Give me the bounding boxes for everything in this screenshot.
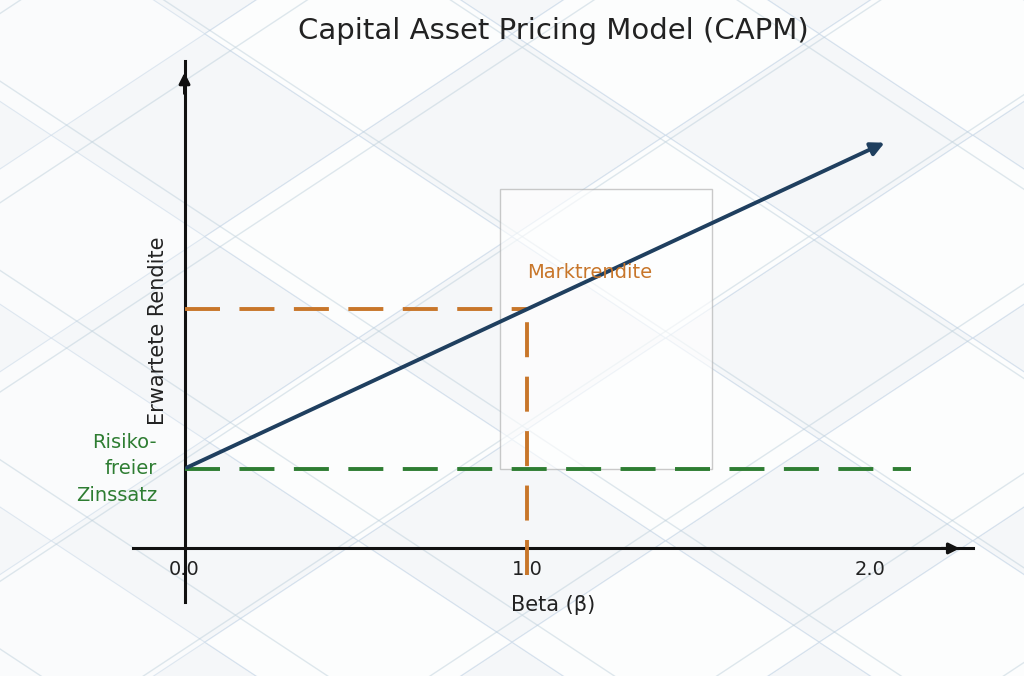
Polygon shape <box>205 541 512 676</box>
Polygon shape <box>512 0 819 135</box>
Polygon shape <box>512 135 819 338</box>
Title: Capital Asset Pricing Model (CAPM): Capital Asset Pricing Model (CAPM) <box>298 17 808 45</box>
Polygon shape <box>205 338 512 541</box>
Polygon shape <box>205 541 512 676</box>
Polygon shape <box>512 338 819 541</box>
Polygon shape <box>819 338 1024 541</box>
Polygon shape <box>512 135 819 338</box>
Bar <box>500 189 713 468</box>
Polygon shape <box>819 135 1024 338</box>
Polygon shape <box>512 541 819 676</box>
Polygon shape <box>512 0 819 135</box>
Text: Marktrendite: Marktrendite <box>527 264 652 283</box>
Polygon shape <box>0 135 205 338</box>
Polygon shape <box>819 338 1024 541</box>
Polygon shape <box>819 541 1024 676</box>
Polygon shape <box>205 135 512 338</box>
Polygon shape <box>0 541 205 676</box>
X-axis label: Beta (β): Beta (β) <box>511 596 595 615</box>
Polygon shape <box>819 135 1024 338</box>
Polygon shape <box>0 338 205 541</box>
Polygon shape <box>819 0 1024 135</box>
Polygon shape <box>512 541 819 676</box>
Polygon shape <box>205 338 512 541</box>
Polygon shape <box>819 0 1024 135</box>
Text: Risiko-
freier
Zinssatz: Risiko- freier Zinssatz <box>76 433 157 505</box>
Y-axis label: Erwartete Rendite: Erwartete Rendite <box>147 237 168 425</box>
Polygon shape <box>512 338 819 541</box>
Polygon shape <box>205 135 512 338</box>
Polygon shape <box>0 0 205 135</box>
Polygon shape <box>205 0 512 135</box>
Polygon shape <box>819 541 1024 676</box>
Polygon shape <box>205 0 512 135</box>
